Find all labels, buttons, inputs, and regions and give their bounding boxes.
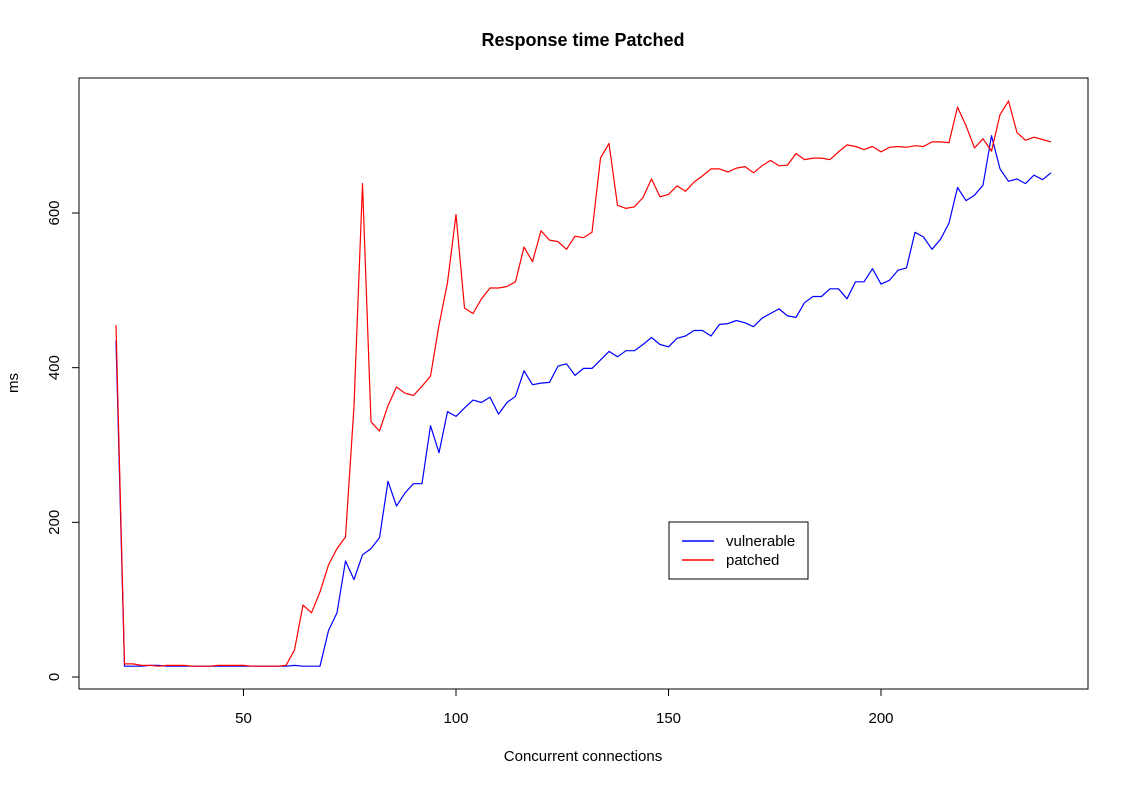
series-line-vulnerable — [115, 135, 1052, 667]
y-tick-label: 400 — [46, 355, 63, 380]
y-tick-label: 600 — [46, 200, 63, 225]
x-axis-label: Concurrent connections — [504, 748, 662, 765]
chart-title: Response time Patched — [481, 30, 684, 50]
x-tick-label: 150 — [656, 710, 681, 727]
x-axis: 50 100 150 200 — [235, 688, 894, 727]
x-tick-label: 200 — [868, 710, 893, 727]
y-axis: 0 200 400 600 — [46, 200, 80, 681]
y-axis-label: ms — [5, 373, 22, 393]
x-tick-label: 100 — [443, 710, 468, 727]
series-line-patched — [115, 100, 1052, 667]
legend-label-vulnerable: vulnerable — [726, 533, 795, 550]
plot-lines — [115, 100, 1052, 667]
legend-label-patched: patched — [726, 552, 779, 569]
legend: vulnerable patched — [668, 521, 809, 580]
legend-box — [668, 521, 809, 580]
y-tick-label: 200 — [46, 510, 63, 535]
y-tick-label: 0 — [46, 673, 63, 681]
plot-frame — [78, 77, 1089, 690]
x-tick-label: 50 — [235, 710, 252, 727]
